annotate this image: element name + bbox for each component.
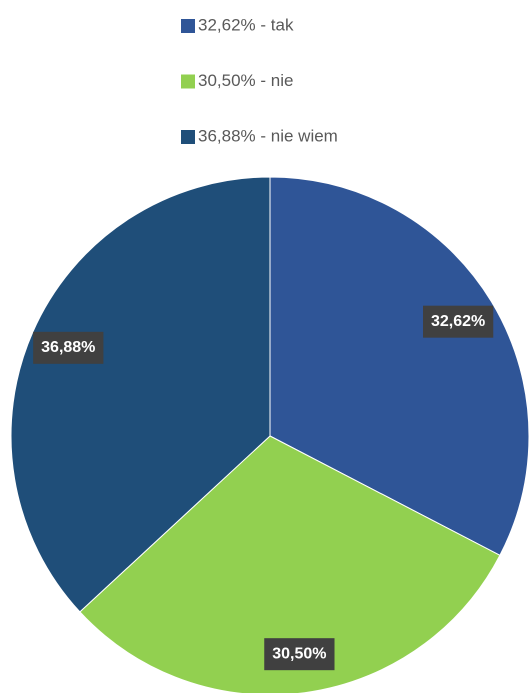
value-label: 32,62% [431,313,485,330]
legend-label: 36,88% - nie wiem [198,126,338,145]
value-label: 36,88% [41,339,95,356]
value-label: 30,50% [272,645,326,662]
legend-swatch [181,19,195,33]
legend-label: 30,50% - nie [198,71,293,90]
legend-swatch [181,130,195,144]
value-label-box [423,305,494,338]
value-label-group: 32,62% [423,305,494,338]
legend-swatch [181,74,195,89]
value-label-box [33,331,104,364]
value-label-group: 36,88% [33,331,104,364]
value-label-box [264,638,335,671]
legend-label: 32,62% - tak [198,15,294,34]
pie-slice [10,176,271,613]
pie-slice [269,176,529,556]
value-label-group: 30,50% [264,638,335,671]
